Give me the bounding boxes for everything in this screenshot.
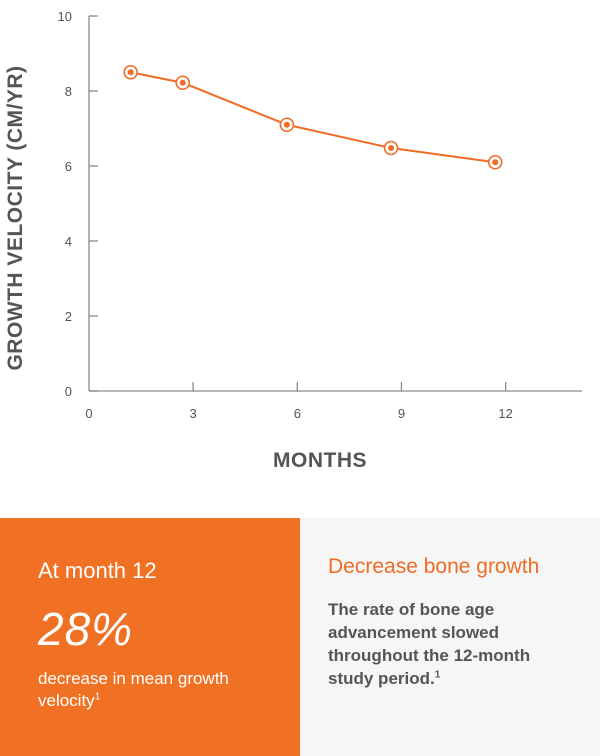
y-tick-label: 8 [65, 84, 72, 99]
data-point [179, 79, 186, 86]
bone-growth-body-text: The rate of bone age advancement slowed … [328, 600, 531, 688]
y-tick-label: 2 [65, 309, 72, 324]
y-tick-label: 4 [65, 234, 72, 249]
data-point [388, 145, 395, 151]
y-tick-label: 10 [58, 9, 72, 24]
x-axis-title: MONTHS [273, 449, 367, 472]
data-point [283, 121, 290, 128]
x-tick-label: 6 [294, 406, 301, 421]
y-axis-title: GROWTH VELOCITY (CM/YR) [4, 65, 27, 370]
x-tick-label: 12 [498, 406, 512, 421]
data-point [127, 69, 134, 76]
y-tick-label: 0 [65, 384, 72, 399]
callout-footnote-ref: 1 [94, 691, 101, 703]
bone-growth-callout: Decrease bone growth The rate of bone ag… [300, 518, 600, 756]
callout-caption: decrease in mean growth velocity1 [38, 668, 268, 712]
bone-growth-footnote-ref: 1 [434, 669, 441, 681]
bone-growth-heading: Decrease bone growth [328, 555, 540, 578]
callout-caption-text: decrease in mean growth velocity [38, 669, 229, 710]
chart-ticks: 0 2 4 6 8 10 0 3 6 9 12 [58, 9, 513, 421]
callout-stat: 28% [38, 603, 134, 655]
chart-svg: 0 2 4 6 8 10 0 3 6 9 12 MONTHS GROWTH VELOCITY (CM… [4, 9, 582, 472]
bone-growth-body: The rate of bone age advancement slowed … [328, 598, 578, 690]
x-tick-label: 3 [190, 406, 197, 421]
x-tick-label: 9 [398, 406, 405, 421]
chart-series [123, 64, 503, 170]
data-point [492, 159, 499, 166]
callout-heading: At month 12 [38, 558, 157, 583]
month-12-callout: At month 12 28% decrease in mean growth … [0, 518, 300, 756]
growth-velocity-chart: 0 2 4 6 8 10 0 3 6 9 12 MONTHS GROWTH VELOCITY (CM… [4, 9, 582, 472]
x-tick-label: 0 [85, 406, 92, 421]
y-tick-label: 6 [65, 159, 72, 174]
chart-axes [88, 16, 582, 392]
